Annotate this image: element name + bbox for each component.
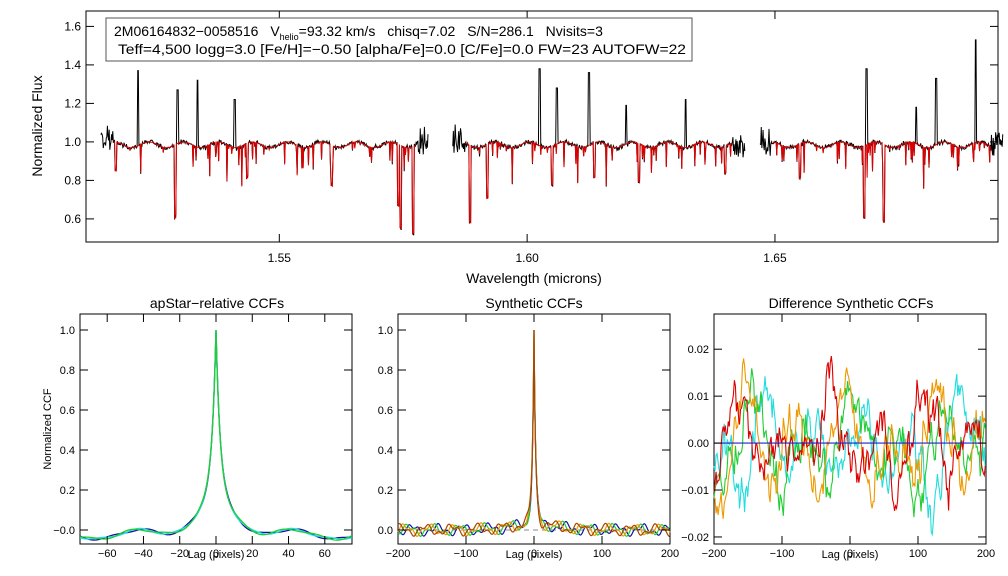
y-tick-label: 0.2 [378, 485, 393, 497]
x-tick-label: 100 [909, 548, 927, 560]
spectrum-frame [85, 10, 999, 243]
spectrum-plot-area [100, 39, 1004, 236]
ccf2-xlabel: Lag (pixels) [506, 549, 563, 561]
ccf1-xlabel: Lag (pixels) [188, 549, 245, 561]
y-tick-label: 1.6 [64, 19, 81, 33]
ccf3-xlabel: Lag (pixels) [822, 549, 879, 561]
x-tick-label: −100 [454, 548, 479, 560]
y-tick-label: 1.4 [64, 58, 81, 72]
x-tick-label: 1.60 [515, 251, 539, 265]
y-tick-label: 0.8 [64, 173, 81, 187]
info-line-1: 2M06164832−0058516 Vhelio=93.32 km/s chi… [114, 23, 603, 42]
vhelio-prefix: V [270, 23, 280, 39]
ccf1-series-line [79, 329, 353, 540]
vhelio-value: =93.32 km/s [299, 23, 376, 39]
nvisits: Nvisits=3 [546, 23, 603, 39]
spectrum-model-line-chip-2 [465, 141, 733, 224]
y-tick-label: 1.0 [378, 325, 393, 337]
x-tick-label: 1.55 [268, 251, 292, 265]
x-tick-label: 1.65 [763, 251, 787, 265]
ccf1-plot-area [79, 329, 353, 541]
x-tick-label: 60 [319, 548, 331, 560]
ccf2-ticks: −200 −100 0 100 200 0.0 0.2 0.4 0.6 0.8 1.0 [378, 314, 679, 560]
star-id: 2M06164832−0058516 [114, 23, 259, 39]
x-tick-label: −200 [702, 548, 727, 560]
ccf1-series-line [79, 329, 353, 541]
ccf3-ticks: −200 −100 0 100 200 −0.02 −0.01 0.00 0.01 0.02 [681, 314, 995, 560]
y-tick-label: 0.02 [688, 344, 709, 356]
y-tick-label: 0.6 [64, 212, 81, 226]
y-tick-label: 1.0 [64, 135, 81, 149]
chisq: chisq=7.02 [387, 23, 455, 39]
ccf3-series-line [713, 368, 986, 518]
signal-to-noise: S/N=286.1 [467, 23, 534, 39]
ccf2-title: Synthetic CCFs [485, 295, 582, 311]
vhelio-sub: helio [280, 32, 299, 42]
y-tick-label: 0.00 [688, 438, 709, 450]
ccf-panel-apstar: apStar−relative CCFs −60 −40 −20 0 20 40 60 −0.… [42, 295, 353, 561]
y-tick-label: 0.4 [60, 445, 75, 457]
spectrum-ylabel: Normalized Flux [29, 75, 45, 176]
info-box: 2M06164832−0058516 Vhelio=93.32 km/s chi… [105, 17, 693, 62]
x-tick-label: 0 [531, 548, 537, 560]
ccf3-series-line [713, 355, 986, 511]
spectrum-model-line-chip-1 [113, 141, 416, 235]
x-tick-label: 40 [282, 548, 294, 560]
info-line-2: Teff=4,500 logg=3.0 [Fe/H]=−0.50 [alpha/… [118, 41, 686, 57]
y-tick-label: −0.02 [681, 532, 709, 544]
y-tick-label: 0.4 [378, 445, 393, 457]
y-tick-label: 0.8 [60, 365, 75, 377]
x-tick-label: 100 [593, 548, 611, 560]
y-tick-label: −0.0 [53, 525, 75, 537]
x-tick-label: 200 [661, 548, 679, 560]
x-tick-label: 200 [977, 548, 995, 560]
spectrum-model-line-chip-3 [772, 140, 991, 223]
ccf3-plot-area [713, 355, 986, 537]
ccf1-series-line [79, 329, 353, 541]
ccf2-series-line [397, 329, 671, 537]
y-tick-label: 0.2 [60, 485, 75, 497]
spectrum-ticks: 1.55 1.60 1.65 0.6 0.8 1.0 1.2 1.4 1.6 [64, 11, 998, 265]
x-tick-label: −20 [170, 548, 189, 560]
ccf-panel-difference: Difference Synthetic CCFs −200 −100 0 100 20… [681, 295, 995, 561]
x-tick-label: 0 [213, 548, 219, 560]
spectrum-observed-line-chip-3 [759, 39, 1004, 224]
y-tick-label: 0.01 [688, 391, 709, 403]
y-tick-label: −0.01 [681, 485, 709, 497]
y-tick-label: 0.0 [378, 525, 393, 537]
y-tick-label: 1.0 [60, 325, 75, 337]
y-tick-label: 1.2 [64, 96, 81, 110]
x-tick-label: 20 [246, 548, 258, 560]
x-tick-label: −100 [770, 548, 795, 560]
y-tick-label: 0.8 [378, 365, 393, 377]
spectrum-xlabel: Wavelength (microns) [466, 270, 602, 286]
ccf1-ylabel: Normalized CCF [42, 388, 54, 470]
ccf-panel-synthetic: Synthetic CCFs −200 −100 0 100 200 0.0 0.2 0.4 0… [378, 295, 679, 561]
x-tick-label: 0 [847, 548, 853, 560]
ccf1-ticks: −60 −40 −20 0 20 40 60 −0.0 0.2 0.4 0.6 0.8 1.0 [53, 314, 352, 560]
info-box-frame [105, 17, 693, 62]
ccf2-plot-area [397, 329, 671, 537]
ccf3-title: Difference Synthetic CCFs [769, 295, 934, 311]
ccf1-title: apStar−relative CCFs [150, 295, 284, 311]
x-tick-label: −200 [386, 548, 411, 560]
x-tick-label: −60 [98, 548, 117, 560]
x-tick-label: −40 [134, 548, 153, 560]
spectrum-panel: 1.55 1.60 1.65 0.6 0.8 1.0 1.2 1.4 1.6 Wavelengt… [29, 10, 1004, 286]
y-tick-label: 0.6 [378, 405, 393, 417]
y-tick-label: 0.6 [60, 405, 75, 417]
